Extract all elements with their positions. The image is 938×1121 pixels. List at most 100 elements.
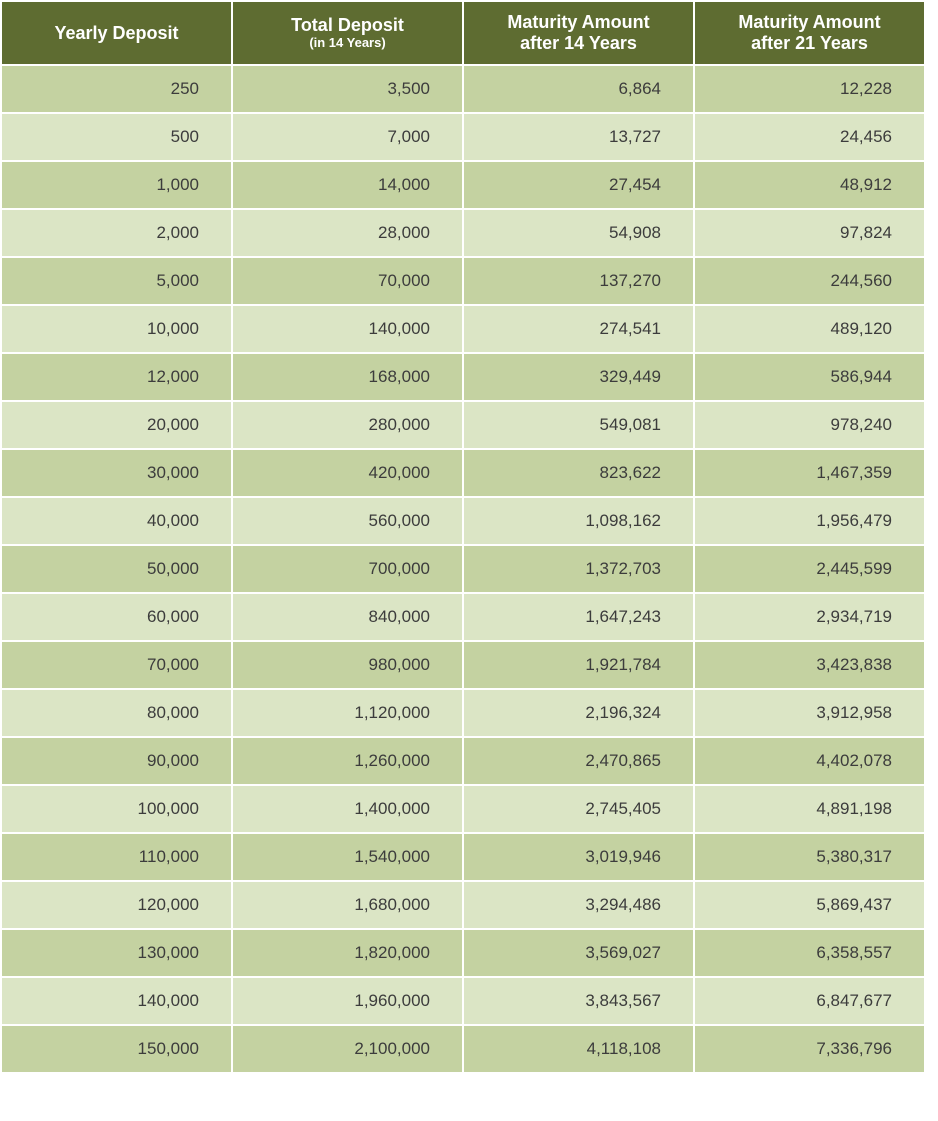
cell-total-deposit: 840,000 (233, 594, 462, 640)
cell-yearly-deposit: 100,000 (2, 786, 231, 832)
cell-maturity-14y: 823,622 (464, 450, 693, 496)
cell-yearly-deposit: 5,000 (2, 258, 231, 304)
cell-total-deposit: 560,000 (233, 498, 462, 544)
cell-yearly-deposit: 1,000 (2, 162, 231, 208)
table-row: 100,000 1,400,000 2,745,405 4,891,198 (2, 786, 924, 832)
cell-total-deposit: 700,000 (233, 546, 462, 592)
cell-maturity-21y: 97,824 (695, 210, 924, 256)
cell-total-deposit: 1,680,000 (233, 882, 462, 928)
cell-maturity-14y: 4,118,108 (464, 1026, 693, 1072)
cell-total-deposit: 14,000 (233, 162, 462, 208)
table-row: 20,000 280,000 549,081 978,240 (2, 402, 924, 448)
cell-yearly-deposit: 140,000 (2, 978, 231, 1024)
cell-maturity-21y: 2,934,719 (695, 594, 924, 640)
cell-maturity-14y: 2,470,865 (464, 738, 693, 784)
cell-yearly-deposit: 40,000 (2, 498, 231, 544)
table-row: 150,000 2,100,000 4,118,108 7,336,796 (2, 1026, 924, 1072)
table-row: 30,000 420,000 823,622 1,467,359 (2, 450, 924, 496)
cell-maturity-14y: 1,647,243 (464, 594, 693, 640)
cell-total-deposit: 1,400,000 (233, 786, 462, 832)
column-header-maturity-14y: Maturity Amount after 14 Years (464, 2, 693, 64)
cell-total-deposit: 168,000 (233, 354, 462, 400)
table-row: 40,000 560,000 1,098,162 1,956,479 (2, 498, 924, 544)
cell-maturity-21y: 3,423,838 (695, 642, 924, 688)
cell-maturity-14y: 27,454 (464, 162, 693, 208)
cell-yearly-deposit: 150,000 (2, 1026, 231, 1072)
cell-total-deposit: 140,000 (233, 306, 462, 352)
cell-maturity-21y: 586,944 (695, 354, 924, 400)
cell-maturity-21y: 244,560 (695, 258, 924, 304)
cell-maturity-14y: 6,864 (464, 66, 693, 112)
deposit-maturity-table: Yearly Deposit Total Deposit (in 14 Year… (2, 2, 924, 1072)
table-row: 12,000 168,000 329,449 586,944 (2, 354, 924, 400)
table-row: 50,000 700,000 1,372,703 2,445,599 (2, 546, 924, 592)
table-row: 130,000 1,820,000 3,569,027 6,358,557 (2, 930, 924, 976)
cell-yearly-deposit: 70,000 (2, 642, 231, 688)
cell-yearly-deposit: 20,000 (2, 402, 231, 448)
cell-total-deposit: 1,260,000 (233, 738, 462, 784)
cell-yearly-deposit: 50,000 (2, 546, 231, 592)
table-row: 5,000 70,000 137,270 244,560 (2, 258, 924, 304)
cell-maturity-14y: 3,843,567 (464, 978, 693, 1024)
cell-maturity-14y: 1,372,703 (464, 546, 693, 592)
cell-yearly-deposit: 120,000 (2, 882, 231, 928)
cell-total-deposit: 1,540,000 (233, 834, 462, 880)
cell-maturity-21y: 7,336,796 (695, 1026, 924, 1072)
header-line1: Yearly Deposit (54, 22, 179, 43)
table-row: 70,000 980,000 1,921,784 3,423,838 (2, 642, 924, 688)
table-row: 2,000 28,000 54,908 97,824 (2, 210, 924, 256)
cell-maturity-21y: 48,912 (695, 162, 924, 208)
header-line2: after 21 Years (751, 33, 868, 53)
header-line1: Maturity Amount (738, 12, 881, 33)
cell-maturity-14y: 2,196,324 (464, 690, 693, 736)
table-row: 120,000 1,680,000 3,294,486 5,869,437 (2, 882, 924, 928)
cell-maturity-14y: 3,019,946 (464, 834, 693, 880)
cell-total-deposit: 2,100,000 (233, 1026, 462, 1072)
column-header-total-deposit: Total Deposit (in 14 Years) (233, 2, 462, 64)
cell-total-deposit: 280,000 (233, 402, 462, 448)
table-row: 80,000 1,120,000 2,196,324 3,912,958 (2, 690, 924, 736)
cell-total-deposit: 420,000 (233, 450, 462, 496)
cell-maturity-14y: 137,270 (464, 258, 693, 304)
header-line2: (in 14 Years) (309, 34, 386, 50)
cell-maturity-21y: 6,358,557 (695, 930, 924, 976)
table-row: 90,000 1,260,000 2,470,865 4,402,078 (2, 738, 924, 784)
cell-yearly-deposit: 90,000 (2, 738, 231, 784)
cell-maturity-21y: 4,891,198 (695, 786, 924, 832)
header-line1: Total Deposit (291, 15, 404, 36)
cell-maturity-21y: 3,912,958 (695, 690, 924, 736)
cell-yearly-deposit: 30,000 (2, 450, 231, 496)
column-header-yearly-deposit: Yearly Deposit (2, 2, 231, 64)
cell-total-deposit: 980,000 (233, 642, 462, 688)
table-row: 500 7,000 13,727 24,456 (2, 114, 924, 160)
table-row: 140,000 1,960,000 3,843,567 6,847,677 (2, 978, 924, 1024)
cell-maturity-14y: 329,449 (464, 354, 693, 400)
cell-yearly-deposit: 12,000 (2, 354, 231, 400)
cell-yearly-deposit: 80,000 (2, 690, 231, 736)
cell-yearly-deposit: 500 (2, 114, 231, 160)
cell-yearly-deposit: 250 (2, 66, 231, 112)
cell-total-deposit: 1,820,000 (233, 930, 462, 976)
cell-yearly-deposit: 60,000 (2, 594, 231, 640)
cell-maturity-21y: 5,380,317 (695, 834, 924, 880)
table-row: 10,000 140,000 274,541 489,120 (2, 306, 924, 352)
cell-maturity-21y: 6,847,677 (695, 978, 924, 1024)
cell-maturity-21y: 2,445,599 (695, 546, 924, 592)
cell-yearly-deposit: 10,000 (2, 306, 231, 352)
cell-maturity-21y: 4,402,078 (695, 738, 924, 784)
cell-maturity-14y: 1,098,162 (464, 498, 693, 544)
table-row: 250 3,500 6,864 12,228 (2, 66, 924, 112)
cell-maturity-14y: 2,745,405 (464, 786, 693, 832)
cell-maturity-21y: 5,869,437 (695, 882, 924, 928)
cell-maturity-21y: 1,467,359 (695, 450, 924, 496)
table-body: 250 3,500 6,864 12,228 500 7,000 13,727 24,456 1… (2, 66, 924, 1072)
cell-total-deposit: 7,000 (233, 114, 462, 160)
header-row: Yearly Deposit Total Deposit (in 14 Year… (2, 2, 924, 64)
header-line1: Maturity Amount (507, 12, 650, 33)
page-container: Yearly Deposit Total Deposit (in 14 Year… (2, 2, 924, 1072)
header-line2: after 14 Years (520, 33, 637, 53)
column-header-maturity-21y: Maturity Amount after 21 Years (695, 2, 924, 64)
cell-total-deposit: 1,960,000 (233, 978, 462, 1024)
table-row: 1,000 14,000 27,454 48,912 (2, 162, 924, 208)
cell-yearly-deposit: 130,000 (2, 930, 231, 976)
